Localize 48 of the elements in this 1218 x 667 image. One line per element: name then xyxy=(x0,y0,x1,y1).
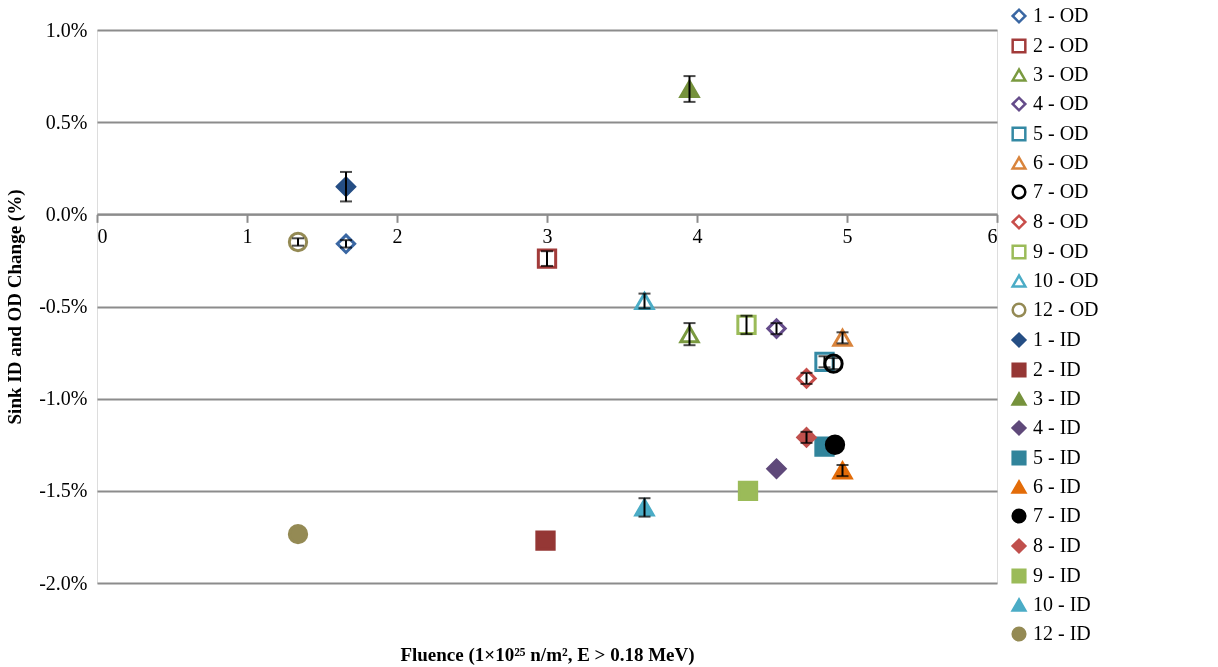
legend-label: 7 - OD xyxy=(1033,180,1089,202)
point xyxy=(737,480,759,501)
legend-label: 5 - OD xyxy=(1033,122,1089,144)
x-tick-label: 2 xyxy=(392,224,403,247)
y-tick-label: -1.5% xyxy=(39,479,88,502)
x-tick-label: 6 xyxy=(987,224,998,247)
point xyxy=(634,291,655,310)
legend-label: 8 - ID xyxy=(1033,534,1081,556)
point xyxy=(824,434,846,455)
legend-label: 3 - ID xyxy=(1033,387,1081,409)
legend-label: 8 - OD xyxy=(1033,210,1089,232)
point xyxy=(287,524,309,545)
legend-label: 4 - ID xyxy=(1033,416,1081,438)
legend-label: 3 - OD xyxy=(1033,63,1089,85)
point xyxy=(766,458,787,479)
x-tick-label: 0 xyxy=(97,224,108,247)
legend-label: 12 - OD xyxy=(1033,298,1099,320)
legend-label: 2 - ID xyxy=(1033,358,1081,380)
y-axis-title: Sink ID and OD Change (%) xyxy=(4,189,27,425)
legend-label: 2 - OD xyxy=(1033,34,1089,56)
y-tick-label: 1.0% xyxy=(45,18,88,41)
y-tick-label: -0.5% xyxy=(39,295,88,317)
legend-label: 10 - ID xyxy=(1033,593,1091,615)
x-tick-label: 3 xyxy=(542,224,553,247)
legend-label: 4 - OD xyxy=(1033,92,1089,114)
x-tick-label: 5 xyxy=(842,224,853,247)
point xyxy=(535,530,556,551)
point xyxy=(832,328,853,347)
y-tick-label: -1.0% xyxy=(39,387,88,410)
legend-label: 9 - ID xyxy=(1033,564,1081,586)
point xyxy=(287,231,309,253)
legend-label: 5 - ID xyxy=(1033,446,1081,468)
legend-label: 12 - ID xyxy=(1033,622,1091,644)
y-tick-label: -2.0% xyxy=(39,571,88,594)
y-tick-label: 0.0% xyxy=(45,202,88,225)
x-axis-title: Fluence (1×10²⁵ n/m², E > 0.18 MeV) xyxy=(400,643,695,666)
point xyxy=(536,248,558,269)
legend-label: 1 - ID xyxy=(1033,328,1081,350)
y-tick-label: 0.5% xyxy=(45,110,88,133)
x-tick-label: 4 xyxy=(692,224,703,247)
legend-label: 6 - OD xyxy=(1033,151,1089,173)
point xyxy=(335,233,357,254)
legend-label: 10 - OD xyxy=(1033,269,1099,291)
legend-label: 1 - OD xyxy=(1033,4,1089,26)
legend-label: 6 - ID xyxy=(1033,475,1081,497)
legend-label: 9 - OD xyxy=(1033,240,1089,262)
x-tick-label: 1 xyxy=(242,224,253,247)
legend-label: 7 - ID xyxy=(1033,504,1081,526)
